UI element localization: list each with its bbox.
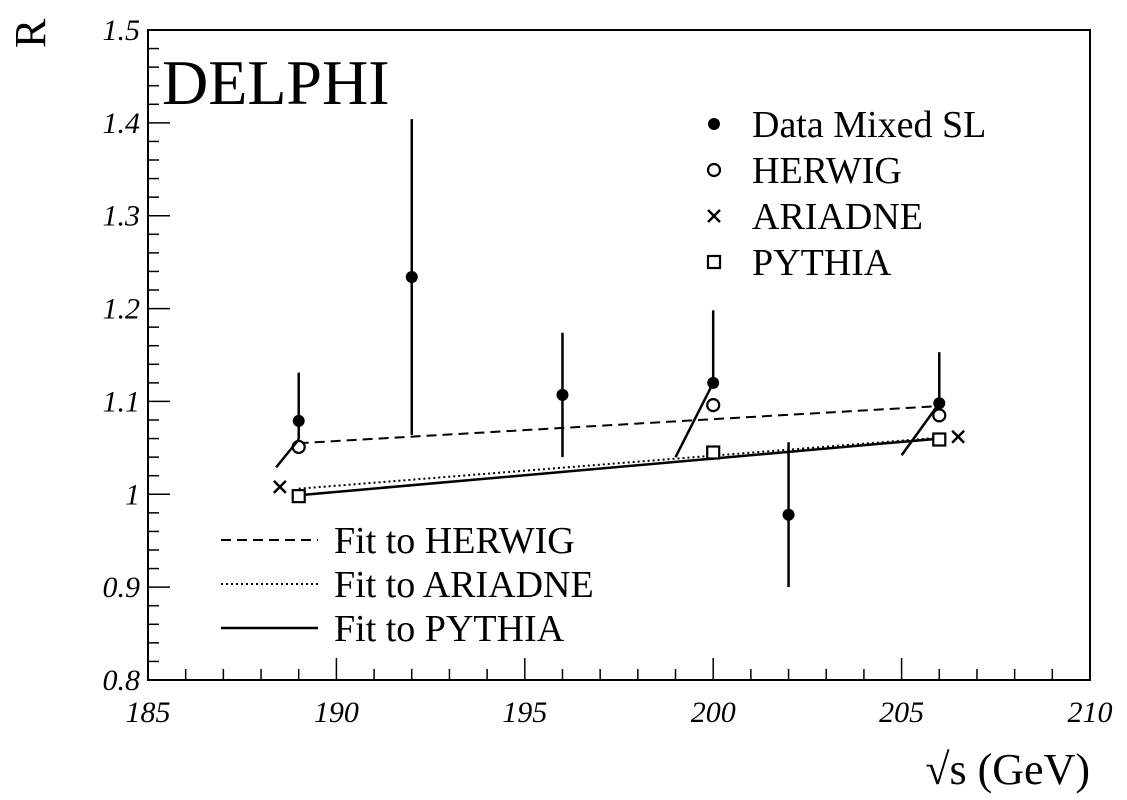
legend-label: HERWIG <box>752 150 902 192</box>
data-markers <box>272 119 966 588</box>
fit-lines <box>298 405 940 497</box>
y-axis-title: R <box>6 18 55 48</box>
pythia-point <box>932 432 947 447</box>
error-segment <box>674 382 715 458</box>
herwig-point <box>706 162 722 178</box>
herwig-point <box>706 398 721 413</box>
data-point <box>405 271 418 283</box>
ariadne-point-stroke <box>951 429 966 444</box>
ariadne-point-stroke <box>272 479 287 494</box>
y-tick-label: 1 <box>125 478 140 511</box>
error-segment <box>275 438 300 469</box>
data-point <box>708 118 720 130</box>
pythia-point <box>706 445 721 460</box>
plot-frame <box>147 29 1091 681</box>
legend-label: Fit to ARIADNE <box>334 564 594 606</box>
x-tick-label: 195 <box>502 696 547 729</box>
fit-line-dotted <box>298 436 940 490</box>
herwig-point <box>932 408 947 423</box>
y-tick-label: 1.1 <box>103 385 141 418</box>
x-tick-label: 190 <box>314 696 359 729</box>
data-point <box>292 414 305 427</box>
data-point <box>933 397 946 410</box>
y-tick-label: 1.4 <box>103 107 141 140</box>
x-tick-label: 210 <box>1068 696 1113 729</box>
x-tick-label: 205 <box>879 696 924 729</box>
ariadne-point <box>951 429 966 444</box>
data-point <box>707 376 720 389</box>
y-tick-label: 1.3 <box>103 200 141 233</box>
axes: 185 190 195 200 205 210 0.8 0.9 1 1.1 1.2 1.3 1.4 1.5 <box>103 14 1113 729</box>
x-tick-label: 185 <box>126 696 171 729</box>
data-point <box>782 508 795 521</box>
x-axis-title: √s (GeV) <box>925 745 1090 794</box>
legend-label: PYTHIA <box>752 242 892 284</box>
ariadne-point <box>272 479 287 494</box>
y-tick-label: 0.9 <box>103 571 141 604</box>
fit-line-solid <box>298 437 940 497</box>
legend-label: Fit to HERWIG <box>334 520 575 562</box>
x-tick-label: 200 <box>691 696 736 729</box>
experiment-label: DELPHI <box>162 47 390 118</box>
y-tick-label: 1.2 <box>103 293 141 326</box>
error-segment <box>900 402 941 457</box>
pythia-point <box>291 489 306 504</box>
fit-line-dashed <box>298 405 940 445</box>
pythia-point <box>706 254 722 270</box>
data-point <box>556 388 569 401</box>
ariadne-point <box>707 209 721 223</box>
y-tick-label: 1.5 <box>103 14 141 47</box>
legend-label: Fit to PYTHIA <box>334 608 565 650</box>
legend-label: ARIADNE <box>752 196 923 238</box>
legend-label: Data Mixed SL <box>752 104 986 146</box>
ariadne-point-stroke <box>707 209 721 223</box>
y-tick-label: 0.8 <box>103 664 141 697</box>
